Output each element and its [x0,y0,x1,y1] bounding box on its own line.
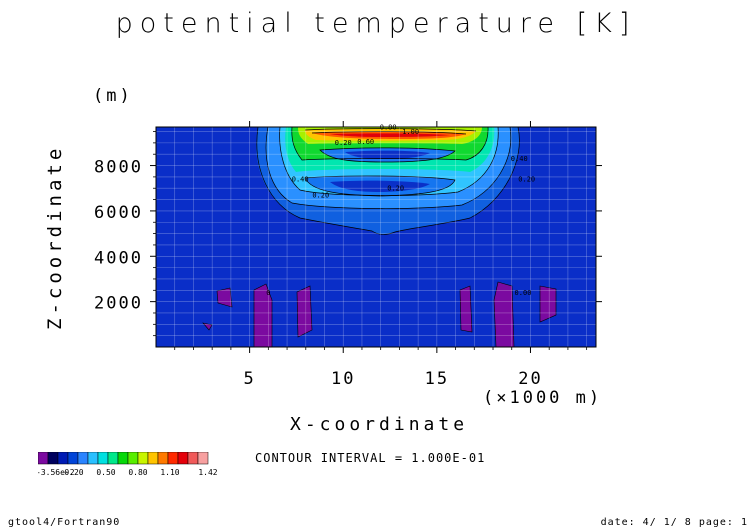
color-scale-boxes [38,452,209,465]
contour-label: 0.40 [511,155,528,163]
y-tick-label: 8000 [94,158,143,178]
y-tick-label: 4000 [94,248,143,268]
contour-label: 0 [266,289,270,297]
color-scale-box [157,452,169,465]
footer-software-label: gtool4/Fortran90 [8,517,121,528]
contour-label: 0.20 [387,185,404,193]
x-tick-label: 20 [518,369,542,389]
x-tick-label: 15 [425,369,449,389]
color-scale-box [187,452,199,465]
contour-hole-inner [330,180,430,192]
color-scale-box [57,452,69,465]
contour-plot: 0.400.200.200.400.200.200.801.000.600 0.0… [94,121,602,389]
color-scale-box [77,452,89,465]
color-scale-box [107,452,119,465]
color-scale-box [67,452,79,465]
contour-label: 0.20 [335,139,352,147]
plot-frame [155,126,597,348]
x-axis-label: X-coordinate [290,414,469,435]
contour-label: 1.00 [402,128,419,136]
color-scale-box [177,452,189,465]
negative-cell-5 [459,285,473,333]
color-scale-label: 0.50 [96,468,115,477]
contour-label: 0.80 [380,123,397,131]
contour-labels: 0.400.200.200.400.200.200.801.000.600 0.0… [266,123,535,297]
contour-label: 0.00 [515,289,532,297]
negative-cell-1 [216,287,233,308]
x-tick-label: 10 [331,369,355,389]
color-scale-box [167,452,179,465]
color-scale-label: 1.42 [198,468,217,477]
color-scale-label: 0.20 [64,468,83,477]
chart-title: potential temperature [K] [115,8,637,39]
contour-fill [156,127,596,347]
color-scale-label: -3.56e-2 [38,468,75,477]
color-scale-label: 0.80 [128,468,147,477]
color-scale-box [127,452,139,465]
x-axis-ticks: 5 10 15 20 [174,121,588,389]
contour-label: 0.60 [357,138,374,146]
color-scale-legend: -3.56e-20.20 0.50 0.80 1.10 1.42 [38,452,218,477]
negative-cell-6 [493,281,515,347]
color-scale-labels: -3.56e-20.20 0.50 0.80 1.10 1.42 [38,468,218,477]
color-scale-box [97,452,109,465]
color-scale-box [47,452,59,465]
x-tick-label: 5 [243,369,255,389]
color-scale-box [137,452,149,465]
y-tick-label: 6000 [94,203,143,223]
footer-date-page: date: 4/ 1/ 8 page: 1 [600,517,748,528]
color-scale-box [147,452,159,465]
contour-band-140 [330,133,450,137]
contour-label: 0.40 [292,175,309,183]
color-scale-box [117,452,129,465]
color-scale-box [197,452,209,465]
y-axis-unit: (m) [93,86,133,106]
contour-interval-note: CONTOUR INTERVAL = 1.000E-01 [255,451,486,465]
x-axis-unit: (×1000 m) [483,388,603,408]
negative-cell-4 [296,285,313,338]
negative-cell-2 [202,322,213,331]
color-scale-box [87,452,99,465]
grid-lines [156,127,596,347]
negative-cell-7 [539,285,557,323]
negative-cell-3 [253,283,273,347]
color-scale-box [38,452,49,465]
color-scale-label: 1.10 [160,468,179,477]
contour-label: 0.20 [312,191,329,199]
contour-label: 0.20 [518,175,535,183]
y-tick-label: 2000 [94,294,143,314]
contour-mid-hole-core [345,150,430,159]
y-axis-ticks: 2000 4000 6000 8000 [94,131,602,337]
